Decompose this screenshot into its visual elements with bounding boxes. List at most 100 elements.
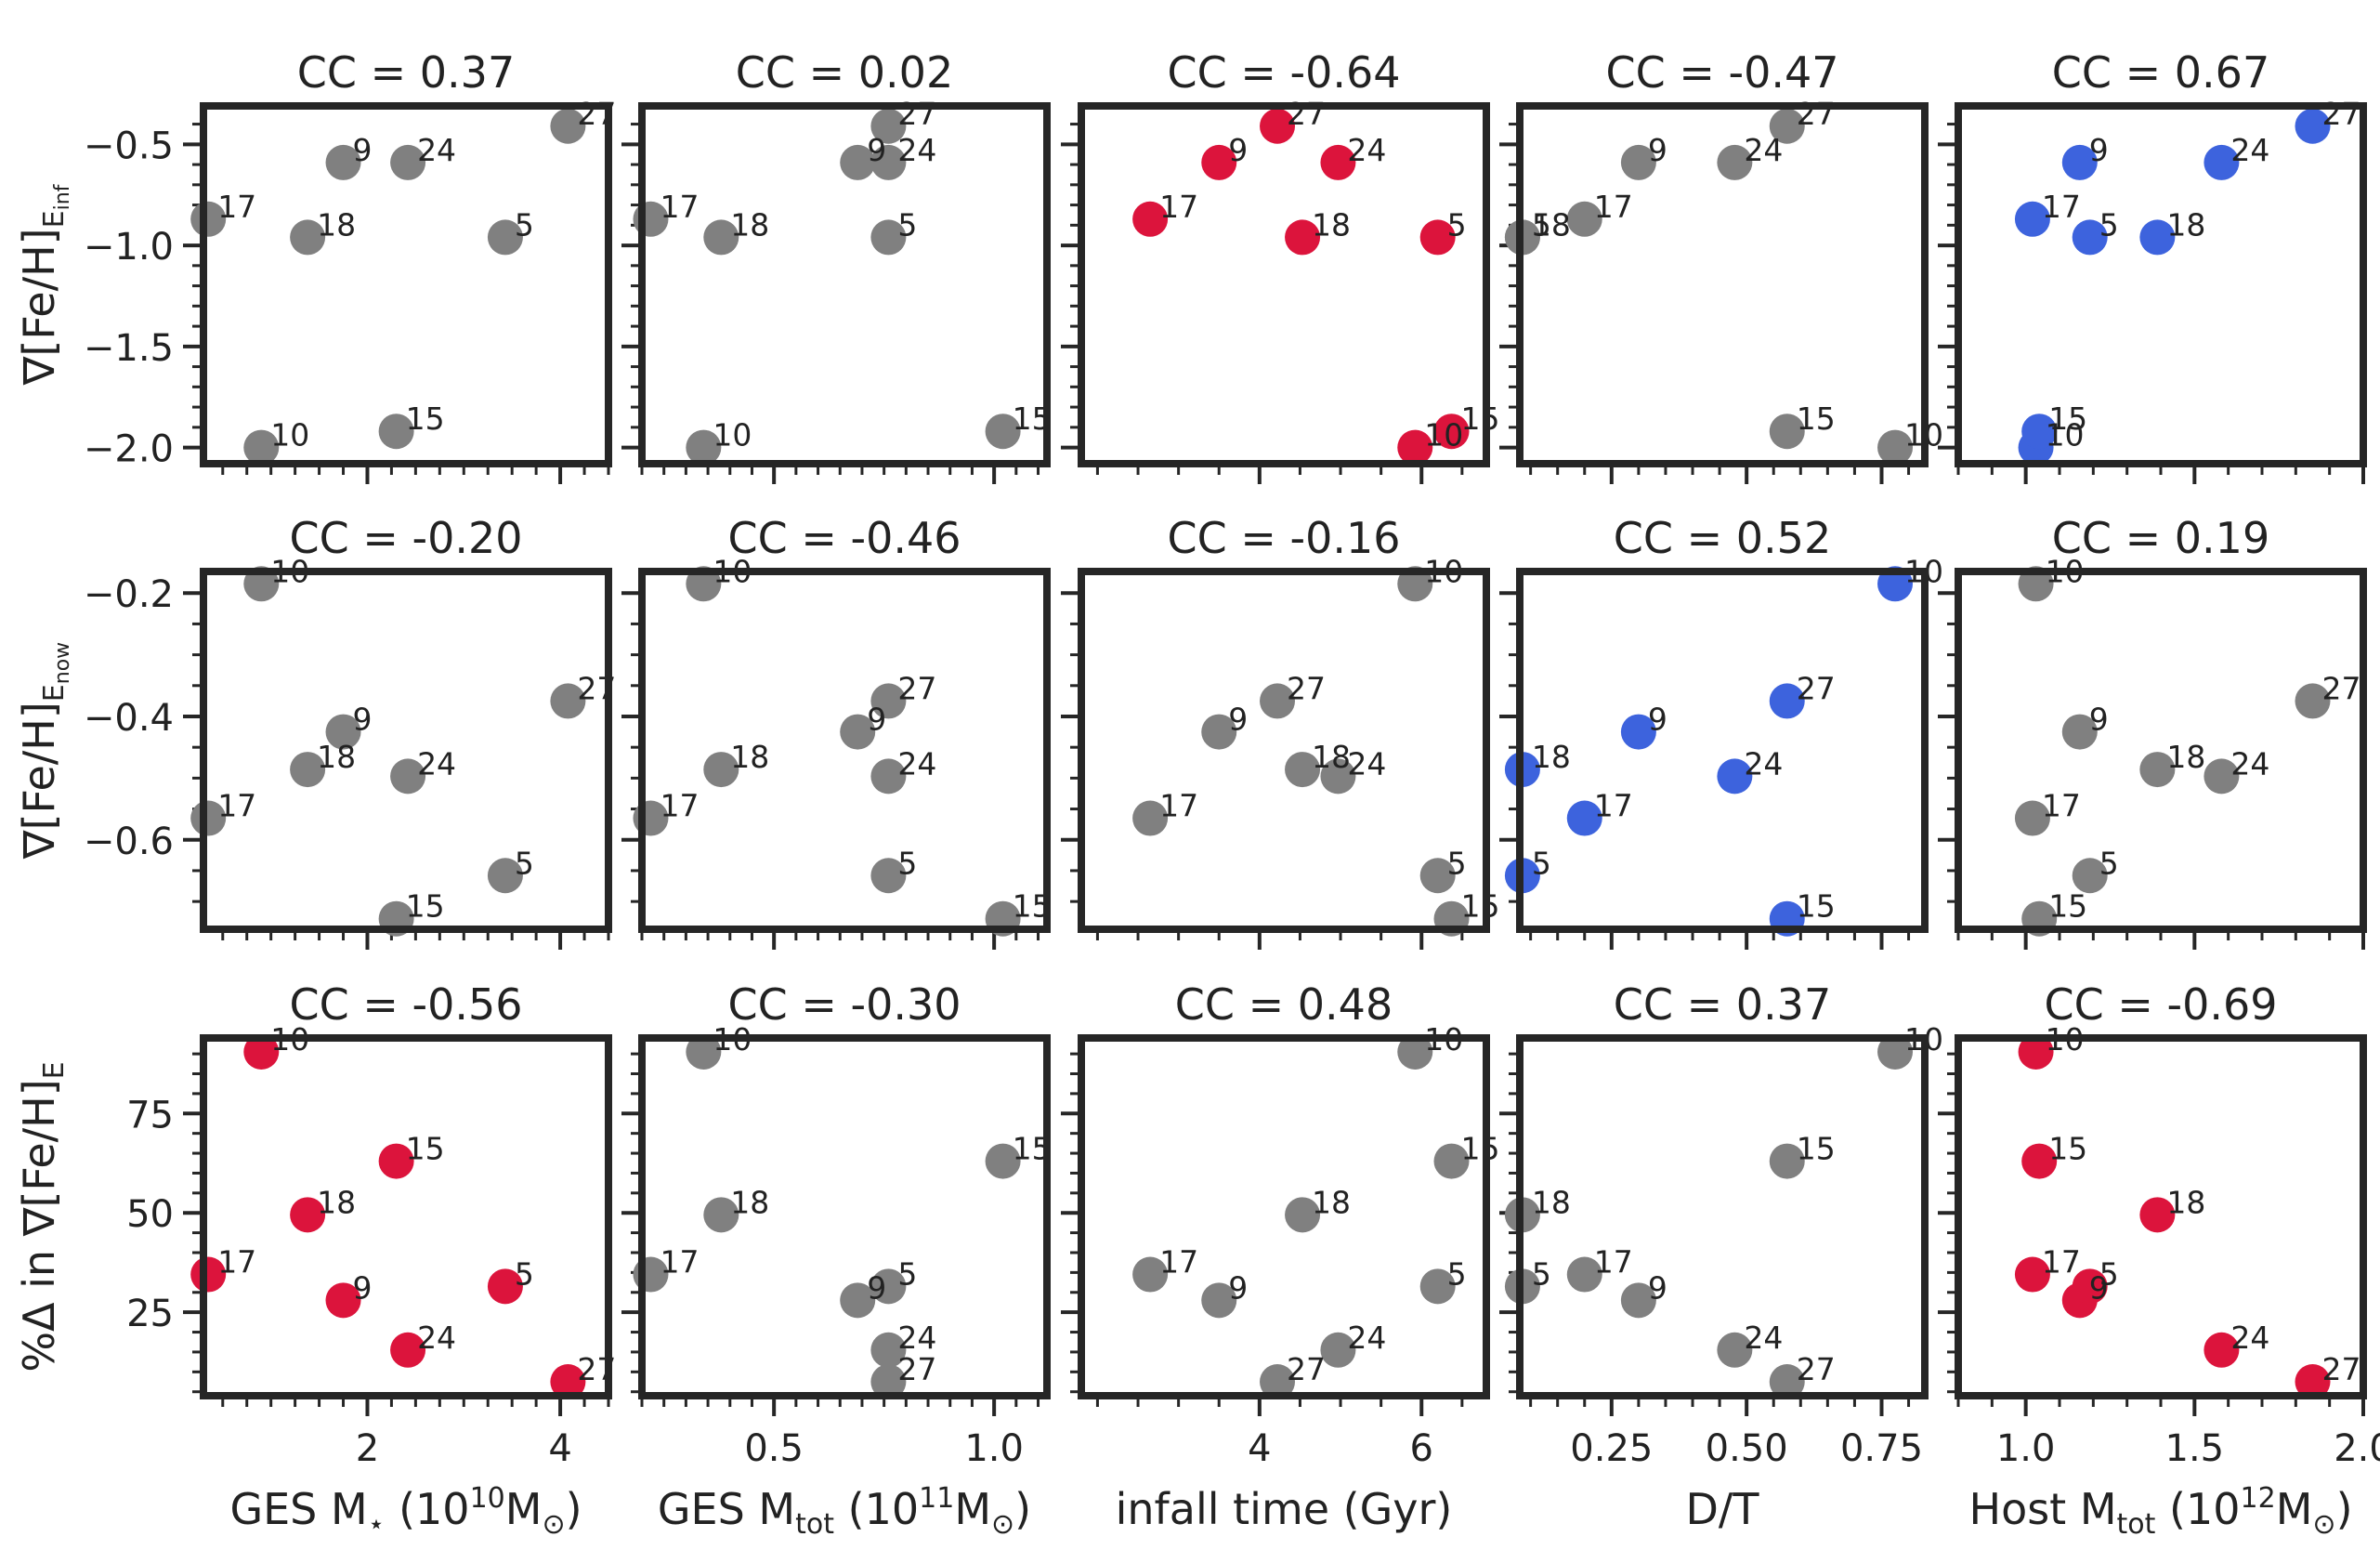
data-point-halo-24 — [1320, 144, 1356, 180]
x-tick-label: 0.25 — [1570, 1427, 1653, 1470]
panel-title: CC = 0.48 — [1175, 979, 1393, 1030]
point-label: 15 — [1461, 1131, 1500, 1167]
data-point-halo-27 — [2295, 108, 2331, 144]
data-point-halo-9 — [840, 714, 876, 750]
point-label: 17 — [217, 1244, 256, 1281]
data-point-halo-15 — [378, 1143, 414, 1179]
point-label: 24 — [417, 745, 456, 782]
data-point-halo-5 — [1419, 858, 1456, 894]
data-point-halo-17 — [2014, 1256, 2050, 1293]
panel-frame — [1955, 568, 2367, 933]
panel-title: CC = 0.67 — [2052, 47, 2269, 98]
point-label: 15 — [406, 1131, 445, 1167]
point-label: 17 — [1159, 1244, 1198, 1281]
point-label: 24 — [417, 1320, 456, 1356]
point-label: 18 — [317, 206, 356, 243]
point-label: 15 — [2048, 888, 2087, 925]
point-label: 24 — [1347, 745, 1386, 782]
panel-title: CC = 0.02 — [736, 47, 953, 98]
point-label: 17 — [1594, 788, 1633, 824]
y-tick-label: −1.5 — [84, 327, 174, 370]
point-label: 24 — [2230, 745, 2269, 782]
data-point-halo-17 — [190, 201, 227, 237]
point-label: 5 — [2099, 1255, 2119, 1292]
data-point-halo-27 — [550, 108, 586, 144]
point-label: 5 — [1532, 206, 1551, 243]
point-label: 27 — [2322, 1351, 2361, 1387]
point-label: 17 — [2042, 1244, 2081, 1281]
point-label: 18 — [2166, 1184, 2205, 1220]
point-label: 18 — [317, 739, 356, 775]
data-point-halo-18 — [290, 1197, 326, 1233]
x-axis-label-ges_mtot: GES Mtot (1011M⊙) — [658, 1482, 1031, 1541]
point-label: 9 — [1228, 702, 1248, 738]
data-point-halo-18 — [703, 219, 739, 256]
data-point-halo-24 — [1320, 758, 1356, 795]
data-point-halo-5 — [870, 1268, 907, 1305]
point-label: 17 — [660, 1244, 699, 1281]
data-point-halo-9 — [325, 1282, 361, 1319]
point-label: 17 — [660, 788, 699, 824]
point-label: 5 — [1447, 206, 1467, 243]
data-point-halo-9 — [1620, 144, 1656, 180]
data-point-halo-18 — [2139, 219, 2176, 256]
data-point-halo-5 — [487, 858, 523, 894]
data-point-halo-15 — [2021, 414, 2058, 450]
data-point-halo-9 — [1201, 714, 1237, 750]
data-point-halo-27 — [2295, 683, 2331, 719]
panel-frame — [1516, 568, 1929, 933]
point-label: 5 — [897, 1255, 917, 1292]
point-label: 27 — [1287, 1351, 1326, 1387]
point-label: 24 — [1744, 745, 1783, 782]
point-label: 17 — [1159, 189, 1198, 225]
x-tick-label: 0.50 — [1706, 1427, 1788, 1470]
point-label: 9 — [1648, 132, 1667, 168]
data-point-halo-27 — [2295, 1364, 2331, 1400]
panel-title: CC = -0.16 — [1167, 513, 1400, 563]
point-label: 18 — [1532, 1184, 1571, 1220]
data-point-halo-5 — [2072, 219, 2108, 256]
data-point-halo-15 — [1433, 414, 1470, 450]
data-point-halo-15 — [378, 414, 414, 450]
point-label: 17 — [2042, 788, 2081, 824]
data-point-halo-15 — [1769, 1143, 1805, 1179]
data-point-halo-17 — [1566, 1256, 1602, 1293]
x-tick-label: 1.5 — [2165, 1427, 2225, 1470]
point-label: 15 — [1461, 888, 1500, 925]
data-point-halo-10 — [1877, 429, 1914, 466]
point-label: 18 — [1532, 739, 1571, 775]
panel-title: CC = -0.56 — [289, 979, 522, 1030]
panel-title: CC = -0.69 — [2044, 979, 2277, 1030]
point-label: 5 — [1532, 845, 1551, 881]
data-point-halo-15 — [2021, 1143, 2058, 1179]
point-label: 15 — [1797, 888, 1836, 925]
point-label: 10 — [713, 417, 752, 453]
point-label: 9 — [1228, 132, 1248, 168]
point-label: 15 — [406, 401, 445, 437]
data-point-halo-17 — [190, 800, 227, 836]
x-tick-label: 4 — [1248, 1427, 1271, 1470]
y-tick-label: −1.0 — [84, 226, 174, 269]
data-point-halo-15 — [1769, 414, 1805, 450]
point-label: 17 — [1594, 1244, 1633, 1281]
data-point-halo-24 — [870, 1332, 907, 1368]
data-point-halo-18 — [290, 219, 326, 256]
point-label: 5 — [1447, 1255, 1467, 1292]
point-label: 18 — [1312, 1184, 1351, 1220]
panel-frame — [200, 568, 612, 933]
data-point-halo-9 — [2061, 144, 2098, 180]
point-label: 24 — [2230, 132, 2269, 168]
data-point-halo-17 — [1132, 1256, 1169, 1293]
data-point-halo-9 — [1201, 1282, 1237, 1319]
point-label: 24 — [897, 745, 936, 782]
data-point-halo-10 — [2018, 1033, 2054, 1070]
